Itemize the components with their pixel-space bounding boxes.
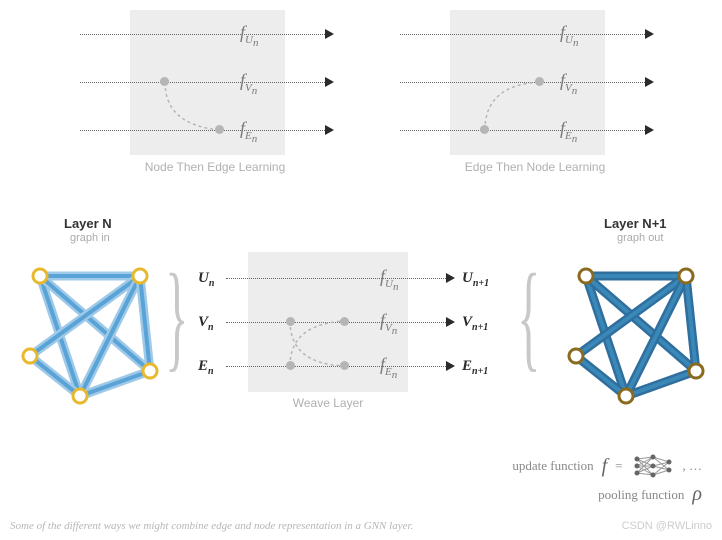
weave-fn-u: fUn bbox=[380, 266, 398, 293]
panel-node-then-edge: fUn fVn fEn Node Then Edge Learning bbox=[80, 10, 350, 180]
legend-pooling-row: pooling function ρ bbox=[512, 483, 702, 506]
layer-n-subtitle: graph in bbox=[70, 232, 110, 244]
legend-pooling-label: pooling function bbox=[598, 487, 684, 503]
weave-arrow-u bbox=[446, 273, 455, 283]
legend: update function f = , … pooling function… bbox=[512, 453, 702, 510]
arrow-e bbox=[325, 125, 334, 135]
panel-caption-right: Edge Then Node Learning bbox=[400, 160, 670, 174]
nn-icon bbox=[631, 453, 675, 479]
curve-e-to-v bbox=[480, 80, 580, 140]
bottom-section: Layer N graph in } Un Vn En Weave Layer … bbox=[0, 216, 722, 476]
out-label-u: Un+1 bbox=[462, 270, 489, 289]
in-label-e: En bbox=[198, 358, 214, 377]
in-label-v: Vn bbox=[198, 314, 214, 333]
weave-arrow-e bbox=[446, 361, 455, 371]
legend-pooling-sym: ρ bbox=[692, 483, 702, 506]
brace-left: } bbox=[165, 256, 188, 376]
legend-ellipsis: , … bbox=[683, 458, 703, 474]
legend-eq: = bbox=[615, 458, 622, 474]
legend-update-row: update function f = , … bbox=[512, 453, 702, 479]
graph-in bbox=[10, 246, 170, 416]
in-label-u: Un bbox=[198, 270, 214, 289]
top-row: fUn fVn fEn Node Then Edge Learning fUn … bbox=[0, 10, 722, 190]
fn-label-u: fUn bbox=[560, 22, 578, 49]
arrow-v bbox=[645, 77, 654, 87]
out-label-v: Vn+1 bbox=[462, 314, 488, 333]
weave-track-u bbox=[226, 278, 446, 279]
brace-right: { bbox=[517, 256, 540, 376]
panel-edge-then-node: fUn fVn fEn Edge Then Node Learning bbox=[400, 10, 670, 180]
track-line-u bbox=[400, 34, 645, 35]
layer-n-title: Layer N bbox=[64, 216, 112, 231]
legend-update-sym: f bbox=[602, 455, 608, 478]
figure-caption: Some of the different ways we might comb… bbox=[10, 520, 413, 532]
curve-v-to-e bbox=[160, 80, 260, 140]
panel-caption-left: Node Then Edge Learning bbox=[80, 160, 350, 174]
fn-label-u: fUn bbox=[240, 22, 258, 49]
arrow-u bbox=[645, 29, 654, 39]
graph-out bbox=[556, 246, 716, 416]
layer-n1-subtitle: graph out bbox=[617, 232, 663, 244]
weave-arrow-v bbox=[446, 317, 455, 327]
layer-n1-title: Layer N+1 bbox=[604, 216, 667, 231]
arrow-e bbox=[645, 125, 654, 135]
watermark: CSDN @RWLinno bbox=[622, 520, 712, 532]
weave-caption: Weave Layer bbox=[248, 396, 408, 410]
legend-update-label: update function bbox=[512, 458, 593, 474]
track-line-u bbox=[80, 34, 325, 35]
out-label-e: En+1 bbox=[462, 358, 488, 377]
arrow-u bbox=[325, 29, 334, 39]
weave-curves bbox=[280, 316, 400, 386]
arrow-v bbox=[325, 77, 334, 87]
